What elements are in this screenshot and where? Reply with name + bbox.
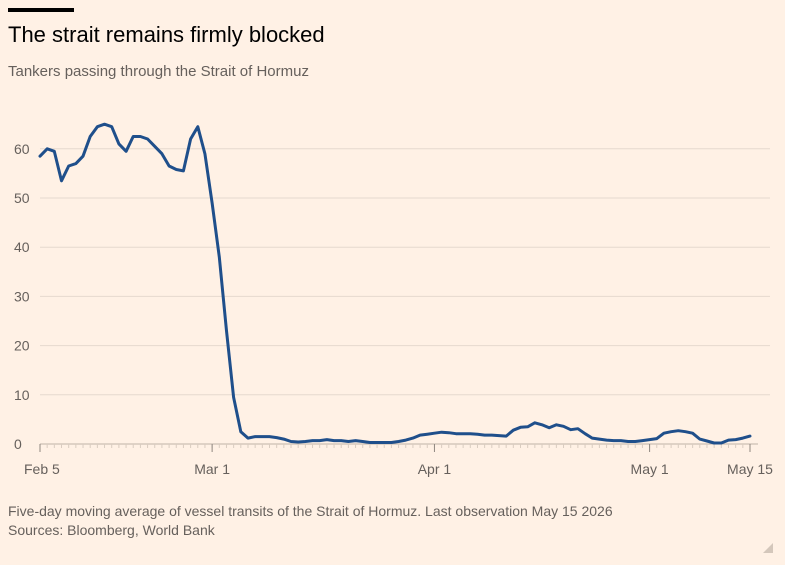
y-tick-label: 0 <box>14 436 22 452</box>
sources-note: Sources: Bloomberg, World Bank <box>8 522 215 538</box>
x-tick-label: May 15 <box>727 461 773 477</box>
footnote: Five-day moving average of vessel transi… <box>8 503 613 519</box>
y-tick-label: 40 <box>14 239 30 255</box>
x-tick-label: Feb 5 <box>24 461 60 477</box>
resize-handle-icon[interactable] <box>763 543 773 553</box>
x-tick-label: Apr 1 <box>418 461 452 477</box>
y-tick-label: 50 <box>14 190 30 206</box>
chart-title: The strait remains firmly blocked <box>8 22 325 47</box>
y-tick-label: 30 <box>14 288 30 304</box>
line-chart: 0 10 20 30 40 50 60 Feb 5 Mar 1 Apr 1 May 1 May 15 <box>14 122 773 477</box>
series-line <box>38 122 752 445</box>
x-tick-label: May 1 <box>631 461 669 477</box>
brand-bar <box>8 8 74 12</box>
y-tick-label: 10 <box>14 387 30 403</box>
x-axis: Feb 5 Mar 1 Apr 1 May 1 May 15 <box>24 443 773 477</box>
series-layer <box>38 122 752 445</box>
x-tick-label: Mar 1 <box>194 461 230 477</box>
y-axis: 0 10 20 30 40 50 60 <box>14 141 30 452</box>
y-tick-label: 60 <box>14 141 30 157</box>
gridlines <box>40 148 770 396</box>
chart-subtitle: Tankers passing through the Strait of Ho… <box>8 63 309 80</box>
y-tick-label: 20 <box>14 338 30 354</box>
